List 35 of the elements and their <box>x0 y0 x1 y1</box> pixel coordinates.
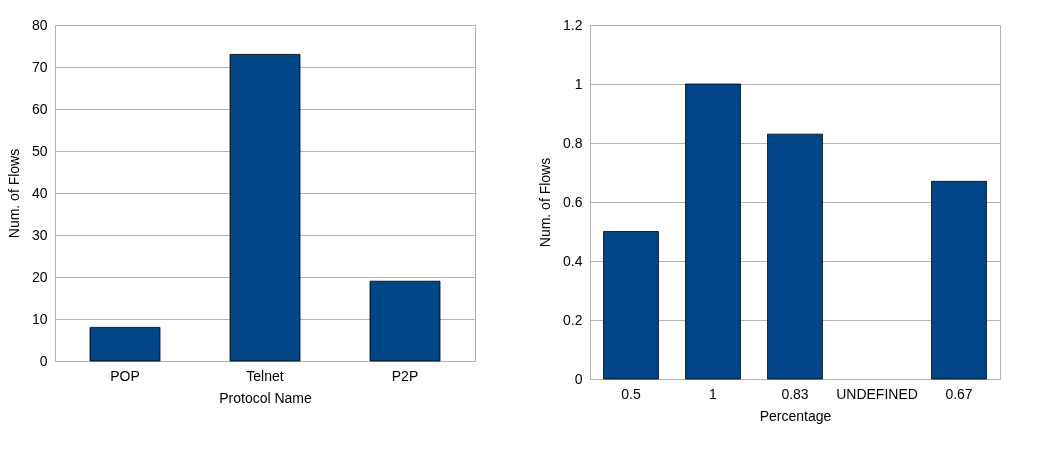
y-tick-label: 40 <box>31 184 48 201</box>
y-tick-label: 0.2 <box>563 311 583 328</box>
x-tick-label: POP <box>110 367 140 384</box>
y-tick-label: 30 <box>31 226 48 243</box>
bar <box>685 83 741 380</box>
bar <box>89 327 161 362</box>
y-tick-label: 60 <box>31 100 48 117</box>
x-tick-label: 1 <box>709 385 718 402</box>
y-axis-title: Num. of Flows <box>5 148 22 239</box>
x-tick-label: Telnet <box>246 367 284 384</box>
y-tick-label: 10 <box>31 310 48 327</box>
x-tick-label: P2P <box>391 367 419 384</box>
x-axis-title: Protocol Name <box>219 389 313 406</box>
x-tick-label: 0.5 <box>621 385 641 402</box>
y-tick-label: 80 <box>31 16 48 33</box>
y-tick-label: 70 <box>31 58 48 75</box>
bar <box>767 133 823 380</box>
y-tick-label: 0.8 <box>563 134 583 151</box>
y-tick-label: 0 <box>574 370 583 387</box>
x-tick-label: UNDEFINED <box>836 385 918 402</box>
y-tick-label: 0.4 <box>563 252 583 269</box>
bar <box>603 231 659 380</box>
x-axis-title: Percentage <box>759 407 832 424</box>
bar <box>229 54 301 362</box>
y-tick-label: 20 <box>31 268 48 285</box>
bar <box>931 180 987 380</box>
y-axis-title: Num. of Flows <box>537 157 554 248</box>
y-tick-label: 1 <box>574 75 583 92</box>
x-tick-label: 0.83 <box>781 385 809 402</box>
y-tick-label: 0.6 <box>563 193 583 210</box>
y-tick-label: 1.2 <box>563 16 583 33</box>
y-tick-label: 50 <box>31 142 48 159</box>
y-tick-label: 0 <box>39 352 48 369</box>
x-tick-label: 0.67 <box>945 385 973 402</box>
bar <box>369 280 441 362</box>
